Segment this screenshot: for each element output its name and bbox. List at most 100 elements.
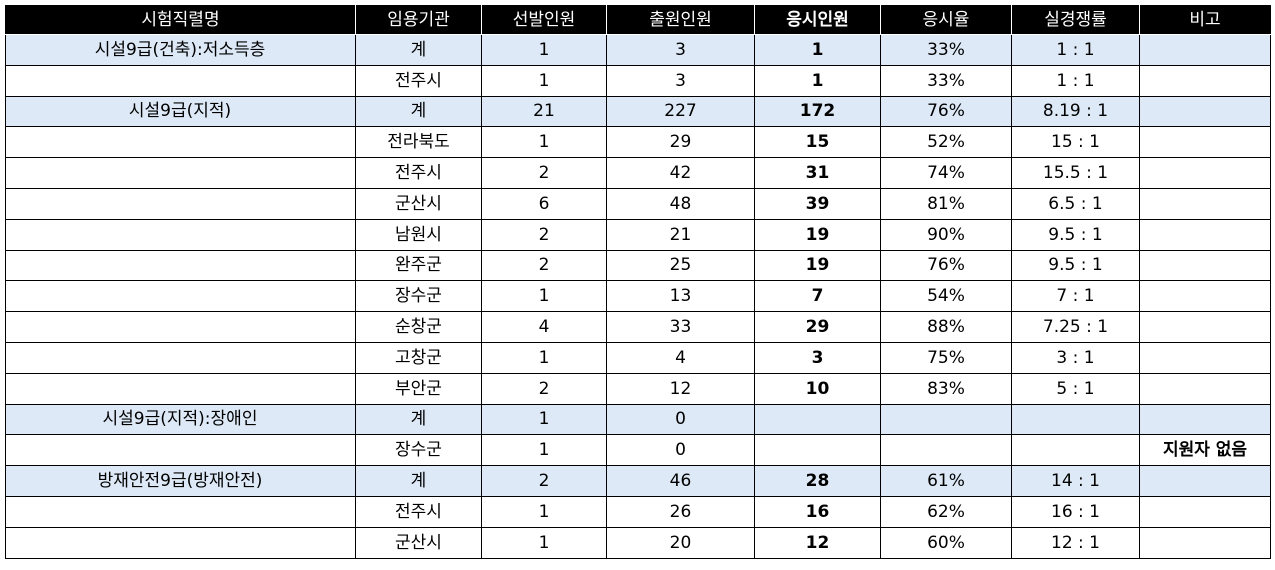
cell-ratio: 12 : 1 xyxy=(1011,526,1140,559)
header-applied: 출원인원 xyxy=(606,5,755,35)
exam-series-label: 시설9급(지적) xyxy=(128,101,232,122)
table-row-total: 방재안전9급(방재안전) 계 2 46 28 61% 14 : 1 xyxy=(5,465,1271,497)
cell-applied: 13 xyxy=(606,280,755,313)
header-ratio: 실경쟁률 xyxy=(1011,5,1140,35)
cell-ratio: 1 : 1 xyxy=(1011,64,1140,97)
cell-selected: 2 xyxy=(481,465,607,497)
table-row-total: 시설9급(지적):장애인 계 1 0 xyxy=(5,403,1271,436)
header-took: 응시인원 xyxy=(754,5,881,35)
cell-rate: 54% xyxy=(880,280,1012,313)
cell-rate: 90% xyxy=(880,218,1012,251)
cell-took: 15 xyxy=(754,126,881,159)
cell-applied: 12 xyxy=(606,372,755,405)
cell-rate xyxy=(880,403,1012,436)
exam-series-label: 방재안전9급(방재안전) xyxy=(97,471,263,492)
cell-note: 지원자 없음 xyxy=(1139,434,1271,467)
cell-took: 12 xyxy=(754,526,881,559)
cell-took: 39 xyxy=(754,187,881,220)
cell-note xyxy=(1139,64,1271,97)
cell-exam-series xyxy=(5,311,356,343)
cell-agency: 부안군 xyxy=(355,372,482,405)
cell-rate: 33% xyxy=(880,34,1012,66)
cell-rate: 75% xyxy=(880,341,1012,374)
exam-series-label: 시설9급(지적):장애인 xyxy=(102,409,258,430)
cell-agency: 전주시 xyxy=(355,157,482,189)
cell-took: 19 xyxy=(754,249,881,282)
cell-exam-series xyxy=(5,218,356,251)
cell-exam-series xyxy=(5,495,356,528)
table-row: 장수군 1 0 지원자 없음 xyxy=(5,434,1271,467)
cell-agency: 장수군 xyxy=(355,434,482,467)
cell-agency: 완주군 xyxy=(355,249,482,282)
cell-applied: 21 xyxy=(606,218,755,251)
cell-ratio: 1 : 1 xyxy=(1011,34,1140,66)
cell-selected: 6 xyxy=(481,187,607,220)
table-row-total: 시설9급(건축):저소득층 계 1 3 1 33% 1 : 1 xyxy=(5,34,1271,66)
cell-note xyxy=(1139,465,1271,497)
cell-took xyxy=(754,434,881,467)
cell-ratio: 15 : 1 xyxy=(1011,126,1140,159)
cell-agency: 전주시 xyxy=(355,64,482,97)
table-row: 군산시 1 20 12 60% 12 : 1 xyxy=(5,526,1271,559)
cell-agency: 순창군 xyxy=(355,311,482,343)
cell-rate: 76% xyxy=(880,249,1012,282)
cell-note xyxy=(1139,34,1271,66)
cell-ratio: 14 : 1 xyxy=(1011,465,1140,497)
header-selected: 선발인원 xyxy=(481,5,607,35)
cell-rate: 52% xyxy=(880,126,1012,159)
table-row: 전주시 1 26 16 62% 16 : 1 xyxy=(5,495,1271,528)
cell-took: 3 xyxy=(754,341,881,374)
cell-took: 29 xyxy=(754,311,881,343)
cell-ratio: 9.5 : 1 xyxy=(1011,249,1140,282)
cell-note xyxy=(1139,218,1271,251)
table-row: 전라북도 1 29 15 52% 15 : 1 xyxy=(5,126,1271,159)
header-rate: 응시율 xyxy=(880,5,1012,35)
cell-took: 28 xyxy=(754,465,881,497)
cell-ratio: 15.5 : 1 xyxy=(1011,157,1140,189)
header-row: 시험직렬명 임용기관 선발인원 출원인원 응시인원 응시율 실경쟁률 비고 xyxy=(5,5,1271,35)
cell-exam-series: 시설9급(건축):저소득층 xyxy=(5,34,356,66)
cell-rate xyxy=(880,434,1012,467)
header-agency: 임용기관 xyxy=(355,5,482,35)
cell-ratio: 8.19 : 1 xyxy=(1011,95,1140,128)
cell-selected: 1 xyxy=(481,434,607,467)
cell-selected: 4 xyxy=(481,311,607,343)
cell-agency: 전라북도 xyxy=(355,126,482,159)
table-row: 완주군 2 25 19 76% 9.5 : 1 xyxy=(5,249,1271,282)
cell-applied: 20 xyxy=(606,526,755,559)
cell-exam-series: 시설9급(지적):장애인 xyxy=(5,403,356,436)
cell-exam-series xyxy=(5,249,356,282)
cell-ratio: 6.5 : 1 xyxy=(1011,187,1140,220)
cell-selected: 1 xyxy=(481,495,607,528)
cell-took: 172 xyxy=(754,95,881,128)
cell-selected: 1 xyxy=(481,126,607,159)
cell-exam-series: 방재안전9급(방재안전) xyxy=(5,465,356,497)
cell-rate: 74% xyxy=(880,157,1012,189)
cell-took: 7 xyxy=(754,280,881,313)
cell-exam-series xyxy=(5,280,356,313)
cell-note xyxy=(1139,526,1271,559)
cell-applied: 25 xyxy=(606,249,755,282)
cell-exam-series xyxy=(5,526,356,559)
cell-agency: 남원시 xyxy=(355,218,482,251)
cell-exam-series xyxy=(5,434,356,467)
cell-rate: 33% xyxy=(880,64,1012,97)
cell-applied: 227 xyxy=(606,95,755,128)
cell-rate: 81% xyxy=(880,187,1012,220)
cell-ratio: 9.5 : 1 xyxy=(1011,218,1140,251)
cell-selected: 21 xyxy=(481,95,607,128)
header-note: 비고 xyxy=(1139,5,1271,35)
cell-exam-series xyxy=(5,372,356,405)
table-row-total: 시설9급(지적) 계 21 227 172 76% 8.19 : 1 xyxy=(5,95,1271,128)
cell-rate: 62% xyxy=(880,495,1012,528)
cell-note xyxy=(1139,187,1271,220)
cell-ratio: 7 : 1 xyxy=(1011,280,1140,313)
table-row: 고창군 1 4 3 75% 3 : 1 xyxy=(5,341,1271,374)
cell-applied: 48 xyxy=(606,187,755,220)
cell-agency: 계 xyxy=(355,403,482,436)
cell-exam-series xyxy=(5,126,356,159)
cell-exam-series xyxy=(5,64,356,97)
cell-agency: 군산시 xyxy=(355,526,482,559)
cell-applied: 29 xyxy=(606,126,755,159)
cell-selected: 1 xyxy=(481,34,607,66)
